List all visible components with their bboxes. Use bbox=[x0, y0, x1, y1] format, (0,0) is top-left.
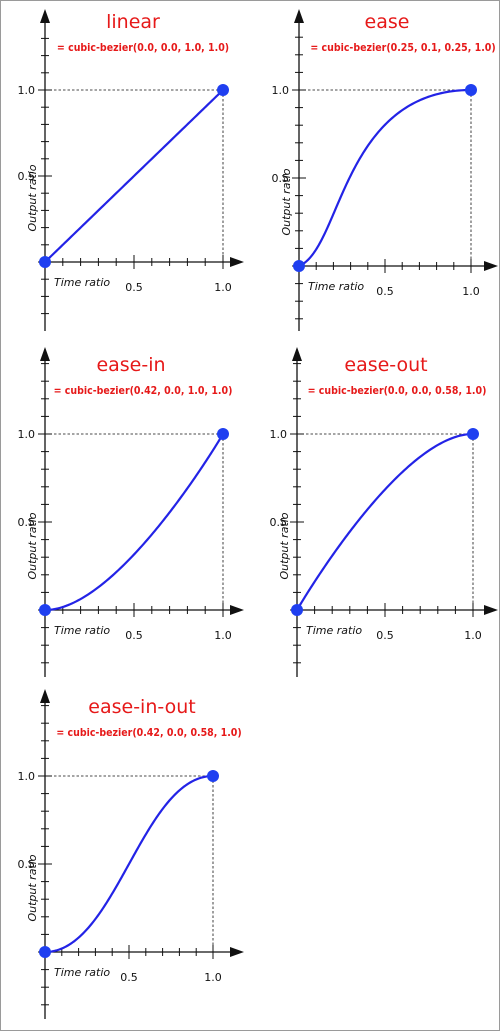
chart-ease: ease = cubic-bezier(0.25, 0.1, 0.25, 1.0)… bbox=[272, 9, 498, 331]
x-axis-label: Time ratio bbox=[308, 280, 364, 293]
y-axis-label: Output ratio bbox=[26, 164, 39, 231]
end-point bbox=[465, 84, 477, 96]
easing-curve bbox=[295, 432, 475, 612]
easing-curve bbox=[43, 774, 215, 954]
chart-ease-out: ease-out = cubic-bezier(0.0, 0.0, 0.58, 1… bbox=[270, 347, 498, 677]
x-tick-label: 1.0 bbox=[214, 281, 232, 294]
chart-ease-in-out: ease-in-out = cubic-bezier(0.42, 0.0, 0.5… bbox=[18, 689, 244, 1019]
chart-title: ease-in bbox=[96, 354, 165, 376]
x-axis-arrow bbox=[230, 947, 244, 957]
x-axis-arrow bbox=[230, 605, 244, 615]
x-tick-label: 0.5 bbox=[376, 629, 394, 642]
y-axis-arrow bbox=[40, 689, 50, 703]
x-axis-label: Time ratio bbox=[54, 276, 110, 289]
y-tick-label: 1.0 bbox=[18, 770, 36, 783]
x-tick-label: 0.5 bbox=[125, 629, 143, 642]
y-tick-label: 1.0 bbox=[18, 428, 36, 441]
chart-subtitle: = cubic-bezier(0.25, 0.1, 0.25, 1.0) bbox=[310, 42, 495, 54]
y-tick-label: 1.0 bbox=[270, 428, 288, 441]
y-axis-arrow bbox=[292, 347, 302, 361]
x-tick-label: 0.5 bbox=[120, 971, 138, 984]
y-tick-label: 1.0 bbox=[18, 84, 36, 97]
y-tick-label: 0.5 bbox=[18, 170, 36, 183]
easing-curve bbox=[297, 88, 473, 268]
end-point bbox=[467, 428, 479, 440]
x-axis-label: Time ratio bbox=[54, 966, 110, 979]
x-axis-arrow bbox=[230, 257, 244, 267]
end-point bbox=[217, 428, 229, 440]
start-point bbox=[39, 604, 51, 616]
end-point bbox=[217, 84, 229, 96]
x-tick-label: 1.0 bbox=[462, 285, 480, 298]
y-tick-label: 0.5 bbox=[18, 516, 36, 529]
x-tick-label: 0.5 bbox=[125, 281, 143, 294]
chart-title: ease bbox=[365, 11, 410, 33]
x-axis-label: Time ratio bbox=[306, 624, 362, 637]
y-axis-arrow bbox=[40, 347, 50, 361]
start-point bbox=[39, 946, 51, 958]
chart-title: ease-out bbox=[344, 354, 427, 376]
chart-subtitle: = cubic-bezier(0.42, 0.0, 0.58, 1.0) bbox=[56, 727, 241, 739]
y-tick-label: 0.5 bbox=[270, 516, 288, 529]
end-point bbox=[207, 770, 219, 782]
x-tick-label: 1.0 bbox=[204, 971, 222, 984]
easing-curve bbox=[43, 432, 225, 612]
chart-title: ease-in-out bbox=[88, 696, 195, 718]
chart-subtitle: = cubic-bezier(0.0, 0.0, 0.58, 1.0) bbox=[308, 385, 487, 397]
chart-subtitle: = cubic-bezier(0.0, 0.0, 1.0, 1.0) bbox=[57, 42, 229, 54]
y-axis-label: Output ratio bbox=[26, 512, 39, 579]
y-axis-label: Output ratio bbox=[26, 854, 39, 921]
chart-linear: linear = cubic-bezier(0.0, 0.0, 1.0, 1.0)… bbox=[18, 9, 244, 331]
x-tick-label: 1.0 bbox=[214, 629, 232, 642]
start-point bbox=[291, 604, 303, 616]
chart-subtitle: = cubic-bezier(0.42, 0.0, 1.0, 1.0) bbox=[54, 385, 233, 397]
y-tick-label: 1.0 bbox=[272, 84, 290, 97]
chart-title: linear bbox=[106, 11, 160, 33]
chart-ease-in: ease-in = cubic-bezier(0.42, 0.0, 1.0, 1.… bbox=[18, 347, 244, 677]
y-axis-label: Output ratio bbox=[280, 168, 293, 235]
y-axis-label: Output ratio bbox=[278, 512, 291, 579]
x-axis-label: Time ratio bbox=[54, 624, 110, 637]
start-point bbox=[39, 256, 51, 268]
y-axis-arrow bbox=[40, 9, 50, 23]
y-tick-label: 0.5 bbox=[272, 172, 290, 185]
easing-curve bbox=[43, 88, 225, 264]
y-tick-label: 0.5 bbox=[18, 858, 36, 871]
x-tick-label: 1.0 bbox=[464, 629, 482, 642]
x-axis-arrow bbox=[484, 261, 498, 271]
start-point bbox=[293, 260, 305, 272]
x-tick-label: 0.5 bbox=[376, 285, 394, 298]
x-axis-arrow bbox=[484, 605, 498, 615]
y-axis-arrow bbox=[294, 9, 304, 23]
